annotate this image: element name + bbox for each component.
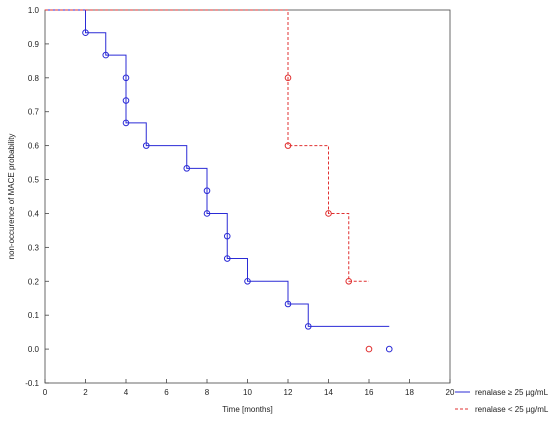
y-tick-label: 0.2 (28, 277, 40, 286)
legend-label: renalase ≥ 25 µg/mL (475, 388, 549, 397)
censor-mark (122, 97, 130, 104)
y-tick-label: 0.6 (28, 142, 40, 151)
y-tick-label: 1.0 (28, 6, 40, 15)
x-tick-label: 16 (365, 388, 374, 397)
censor-mark (284, 300, 292, 308)
y-tick-label: 0.7 (28, 108, 40, 117)
y-tick-label: -0.1 (25, 379, 39, 388)
censor-mark (385, 345, 393, 353)
y-axis-title: non-occurence of MACE probability (7, 134, 16, 260)
censor-mark (122, 119, 130, 127)
x-tick-label: 4 (124, 388, 129, 397)
censor-mark (203, 187, 211, 195)
censor-mark (244, 277, 251, 285)
x-tick-label: 2 (83, 388, 88, 397)
censor-mark (203, 210, 211, 217)
x-axis-title: Time [months] (222, 405, 272, 414)
censor-mark (142, 142, 150, 149)
series-line-2 (45, 9, 369, 282)
y-tick-label: 0.0 (28, 345, 40, 354)
censor-mark (82, 29, 89, 37)
censor-mark (345, 277, 353, 285)
y-tick-label: 0.5 (28, 176, 40, 185)
y-tick-label: 0.4 (28, 209, 40, 218)
x-tick-label: 6 (164, 388, 169, 397)
x-tick-label: 8 (205, 388, 210, 397)
x-tick-label: 14 (324, 388, 333, 397)
series-line-1 (45, 9, 390, 327)
censor-mark (183, 165, 191, 172)
y-tick-label: 0.8 (28, 74, 40, 83)
censor-mark (365, 345, 373, 353)
censor-mark (223, 232, 231, 240)
x-tick-label: 0 (43, 388, 48, 397)
x-tick-label: 18 (405, 388, 414, 397)
x-tick-label: 10 (243, 388, 252, 397)
plot-frame (44, 9, 451, 384)
censor-mark (304, 323, 312, 330)
censor-mark (122, 74, 130, 82)
censor-mark (223, 255, 231, 262)
censor-mark (325, 210, 332, 217)
x-tick-label: 12 (284, 388, 293, 397)
censor-mark (284, 142, 292, 149)
y-tick-label: 0.9 (28, 40, 40, 49)
censor-mark (102, 51, 110, 59)
x-tick-label: 20 (446, 388, 455, 397)
censor-mark (284, 74, 292, 82)
y-tick-label: 0.1 (28, 311, 40, 320)
legend-label: renalase < 25 µg/mL (475, 405, 549, 414)
y-tick-label: 0.3 (28, 243, 40, 252)
